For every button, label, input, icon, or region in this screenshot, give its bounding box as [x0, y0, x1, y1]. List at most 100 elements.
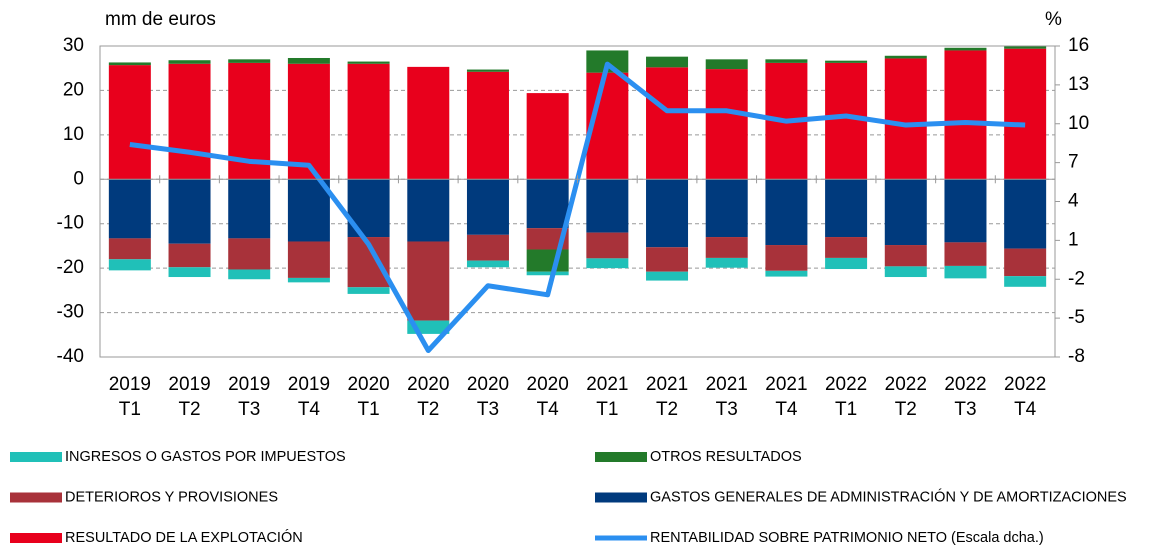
bar-segment — [646, 271, 689, 281]
bar-segment — [705, 179, 748, 238]
bar-segment — [944, 179, 987, 243]
legend-swatch — [595, 492, 647, 503]
bar-segment — [825, 257, 868, 270]
bar-segment — [1004, 46, 1047, 49]
bar-segment — [944, 242, 987, 266]
y2-tick-label: 13 — [1068, 74, 1089, 95]
bar-segment — [765, 179, 808, 246]
bar-segment — [825, 179, 868, 238]
bar-segment — [228, 59, 271, 63]
y2-tick-label: 10 — [1068, 113, 1089, 134]
legend-label: RENTABILIDAD SOBRE PATRIMONIO NETO (Esca… — [650, 530, 1044, 546]
bar-segment — [168, 60, 211, 64]
x-tick-label: 2019 T3 — [228, 374, 271, 420]
bar-segment — [944, 47, 987, 51]
bar-segment — [646, 179, 689, 248]
legend-label: INGRESOS O GASTOS POR IMPUESTOS — [65, 449, 346, 465]
x-tick-label: 2020 T3 — [466, 374, 510, 420]
plot-frame — [99, 45, 1056, 358]
bar-segment — [168, 179, 211, 244]
bar-segment — [466, 234, 509, 261]
x-tick-label: 2021 T1 — [586, 374, 629, 420]
bar-segment — [228, 269, 271, 280]
legend-swatch — [10, 492, 62, 503]
bar-segment — [705, 237, 748, 258]
x-tick-label: 2022 T1 — [824, 374, 868, 420]
y2-tick-label: -5 — [1068, 307, 1085, 328]
bar-segment — [884, 179, 927, 246]
bar-segment — [586, 232, 629, 259]
x-tick-label: 2019 T2 — [168, 374, 211, 420]
legend-swatch — [10, 452, 62, 462]
legend-label: GASTOS GENERALES DE ADMINISTRACIÓN Y DE … — [650, 488, 1127, 505]
legend-swatch — [10, 533, 62, 543]
bar-segment — [825, 62, 868, 180]
y-tick-label: 10 — [63, 124, 84, 145]
bar-segment — [586, 258, 629, 269]
bar-segment — [526, 249, 569, 272]
x-tick-label: 2021 T4 — [765, 374, 808, 420]
x-tick-label: 2020 T4 — [526, 374, 569, 420]
legend-swatch — [595, 452, 647, 462]
y-tick-label: 20 — [63, 79, 84, 100]
bar-segment — [526, 179, 569, 229]
bar-segment — [347, 61, 390, 64]
bar-segment — [108, 259, 151, 271]
bar-segment — [825, 60, 868, 63]
bar-segment — [347, 287, 390, 294]
x-tick-label: 2022 T2 — [884, 374, 927, 420]
bar-segment — [466, 179, 509, 235]
bar-segment — [1004, 179, 1047, 249]
bar-segment — [646, 67, 689, 180]
x-tick-label: 2020 T2 — [407, 374, 450, 420]
bar-segment — [765, 270, 808, 277]
bar-segment — [1004, 48, 1047, 180]
x-tick-label: 2022 T3 — [944, 374, 987, 420]
y2-tick-label: 7 — [1068, 152, 1079, 173]
legend-label: OTROS RESULTADOS — [650, 449, 802, 465]
bar-segment — [287, 179, 330, 242]
y-tick-label: -30 — [57, 302, 84, 323]
bar-segment — [407, 241, 450, 321]
y-tick-label: -10 — [57, 213, 84, 234]
y2-tick-label: 16 — [1068, 35, 1089, 56]
y-tick-label: -20 — [57, 257, 84, 278]
y2-tick-label: 1 — [1068, 229, 1079, 250]
bar-segment — [586, 179, 629, 233]
bar-segment — [407, 179, 450, 242]
y-tick-label: -40 — [57, 346, 84, 367]
bar-segment — [466, 71, 509, 180]
x-tick-label: 2020 T1 — [347, 374, 390, 420]
bar-segment — [1004, 248, 1047, 277]
bar-segment — [466, 260, 509, 268]
x-tick-label: 2021 T2 — [645, 374, 689, 420]
x-tick-label: 2019 T1 — [108, 374, 151, 420]
legend-label: DETERIOROS Y PROVISIONES — [65, 489, 278, 505]
x-tick-label: 2019 T4 — [287, 374, 331, 420]
bar-segment — [287, 63, 330, 180]
bar-segment — [347, 63, 390, 180]
bar-segment — [466, 69, 509, 72]
bar-segment — [705, 59, 748, 70]
y2-tick-label: 4 — [1068, 191, 1079, 212]
legend-label: RESULTADO DE LA EXPLOTACIÓN — [65, 529, 303, 546]
bar-segment — [287, 241, 330, 278]
bar-segment — [108, 62, 151, 66]
y-tick-label: 0 — [73, 168, 84, 189]
bar-segment — [228, 238, 271, 270]
y-tick-label: 30 — [63, 35, 84, 56]
bar-segment — [944, 50, 987, 180]
bar-segment — [168, 267, 211, 278]
bar-segment — [108, 179, 151, 239]
bar-segment — [526, 271, 569, 276]
bar-segment — [884, 266, 927, 278]
bar-segment — [884, 55, 927, 59]
bar-segment — [108, 65, 151, 180]
y2-tick-label: -8 — [1068, 346, 1085, 367]
x-tick-label: 2022 T4 — [1004, 374, 1047, 420]
bar-segment — [108, 238, 151, 260]
bar-segment — [168, 243, 211, 268]
y-axis-label: mm de euros — [105, 9, 216, 30]
bar-segment — [646, 56, 689, 68]
